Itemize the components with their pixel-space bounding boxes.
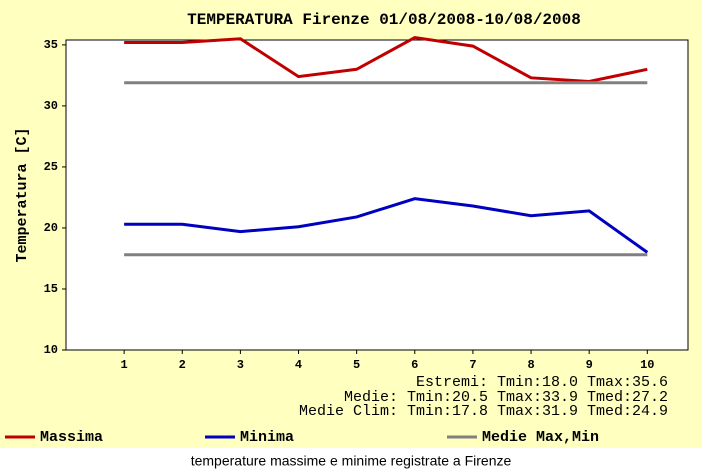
- x-tick-label: 5: [353, 358, 360, 372]
- x-tick-label: 10: [640, 358, 654, 372]
- y-tick-label: 35: [44, 38, 58, 52]
- y-tick-label: 15: [44, 282, 58, 296]
- x-tick-label: 6: [411, 358, 418, 372]
- x-tick-label: 2: [179, 358, 186, 372]
- chart-title: TEMPERATURA Firenze 01/08/2008-10/08/200…: [187, 11, 581, 29]
- annotation: Medie Clim: Tmin:17.8 Tmax:31.9 Tmed:24.…: [299, 403, 668, 420]
- series-line: [124, 197, 649, 254]
- series-line: [124, 36, 648, 84]
- x-tick-label: 9: [586, 358, 593, 372]
- annotation: Estremi: Tmin:18.0 Tmax:35.6: [416, 374, 668, 391]
- y-tick-label: 20: [44, 221, 58, 235]
- y-tick-label: 30: [44, 99, 58, 113]
- x-tick-label: 1: [121, 358, 128, 372]
- plot-area: [65, 39, 689, 351]
- y-axis-label: Temperatura [C]: [14, 127, 31, 262]
- x-tick-label: 7: [469, 358, 476, 372]
- legend-label: Massima: [40, 429, 103, 446]
- x-tick-label: 8: [527, 358, 534, 372]
- caption: temperature massime e minime registrate …: [191, 453, 512, 469]
- annotation: Medie: Tmin:20.5 Tmax:33.9 Tmed:27.2: [344, 389, 668, 406]
- y-tick-label: 10: [44, 343, 58, 357]
- legend-label: Medie Max,Min: [482, 429, 599, 446]
- x-tick-label: 3: [237, 358, 244, 372]
- x-tick-label: 4: [295, 358, 302, 372]
- legend-label: Minima: [240, 429, 294, 446]
- y-tick-label: 25: [44, 160, 58, 174]
